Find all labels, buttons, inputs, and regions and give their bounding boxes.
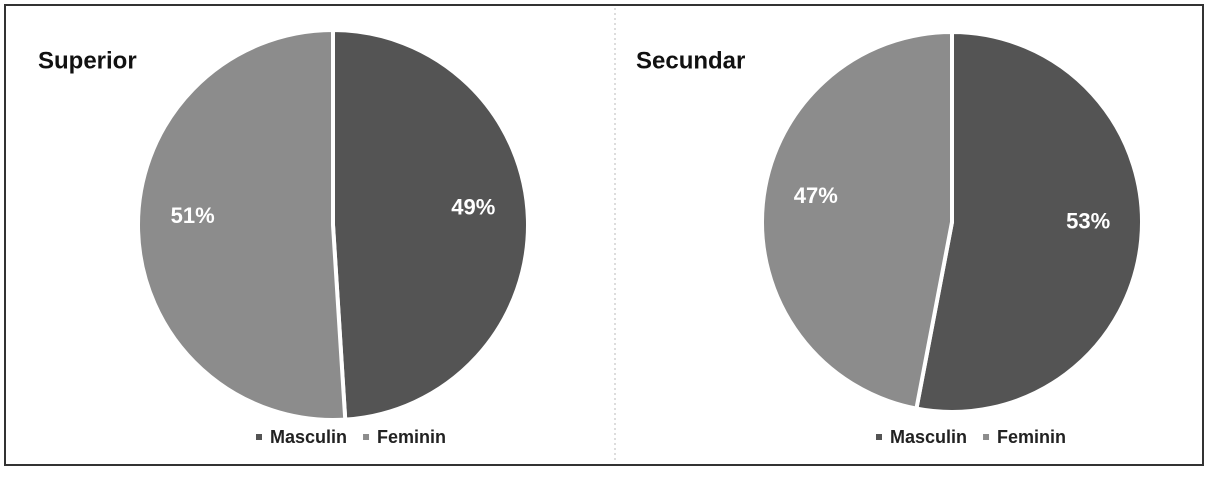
legend-marker bbox=[876, 434, 882, 440]
legend-marker bbox=[256, 434, 262, 440]
pie-slice bbox=[760, 29, 954, 411]
legend-marker bbox=[363, 434, 370, 440]
legend-entry: Feminin bbox=[997, 427, 1066, 447]
legend-entry: Feminin bbox=[377, 427, 446, 447]
pie-slice bbox=[331, 27, 530, 422]
data-label: 53% bbox=[1066, 209, 1110, 234]
legend-marker bbox=[983, 434, 990, 440]
chart-title: Superior bbox=[38, 47, 137, 74]
legend-entry: Masculin bbox=[270, 427, 347, 447]
chart-title: Secundar bbox=[636, 47, 745, 74]
pie-slice bbox=[136, 27, 348, 422]
data-label: 51% bbox=[171, 203, 215, 228]
data-label: 47% bbox=[794, 183, 838, 208]
data-label: 49% bbox=[451, 194, 495, 219]
pie-slice bbox=[914, 29, 1144, 414]
legend-entry: Masculin bbox=[890, 427, 967, 447]
